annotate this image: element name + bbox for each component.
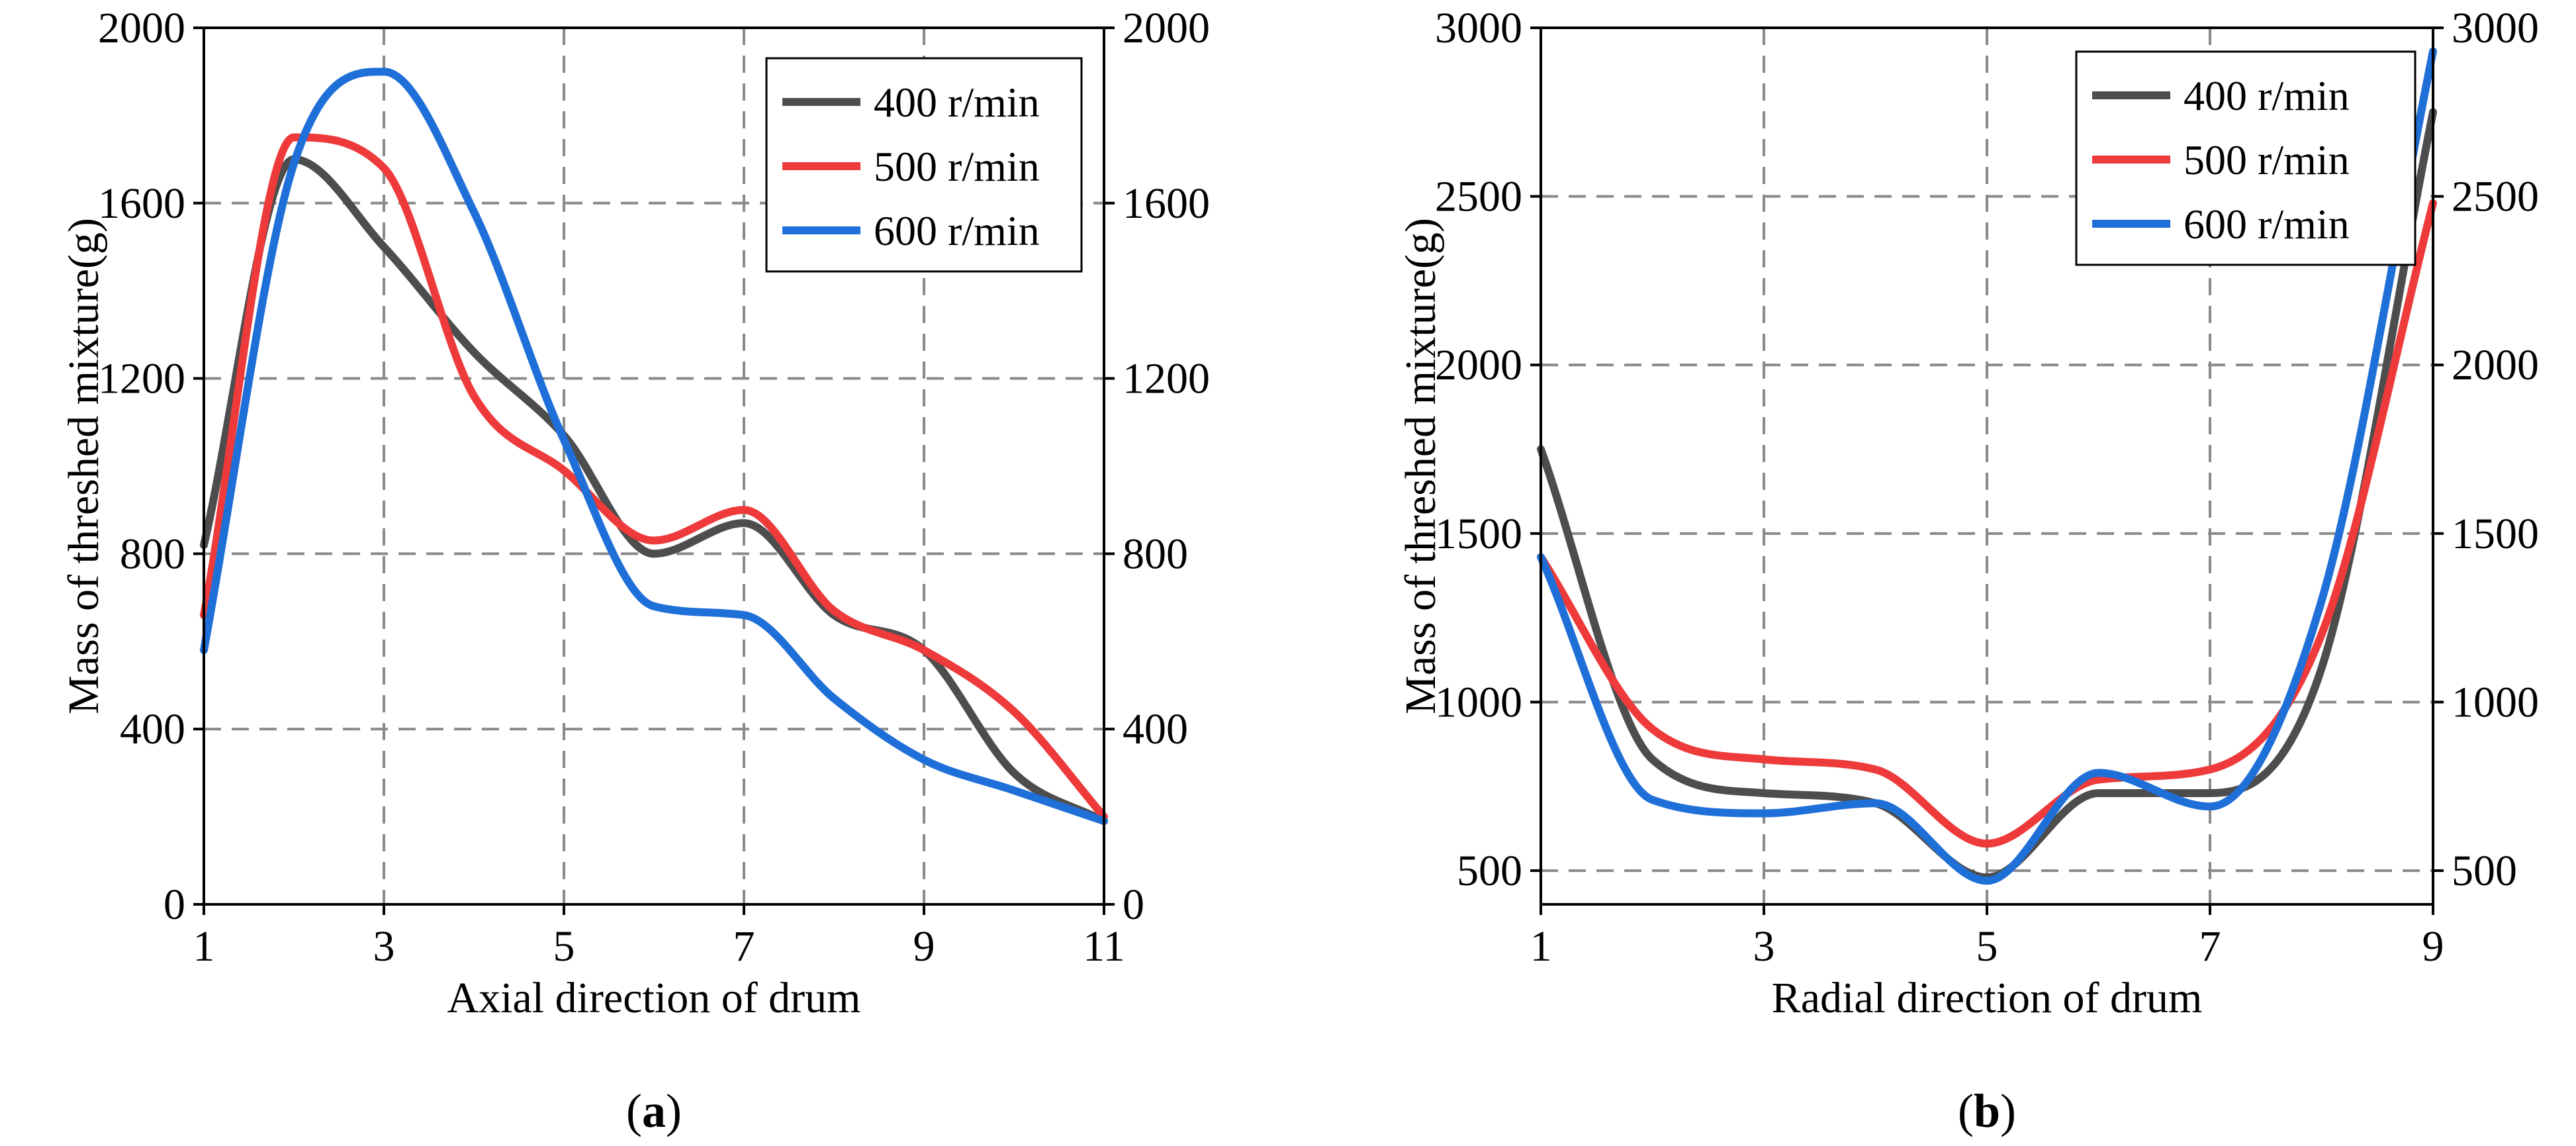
y-right-tick-label: 2000 — [1123, 4, 1210, 52]
legend-label: 600 r/min — [2184, 201, 2350, 248]
y-tick-label: 1500 — [1435, 510, 1522, 558]
legend-label: 400 r/min — [874, 79, 1040, 126]
y-axis-label: Mass of threshed mixture(g) — [60, 218, 108, 714]
x-tick-label: 11 — [1083, 922, 1125, 971]
series-line-500 — [200, 133, 1108, 821]
x-tick-label: 1 — [193, 922, 215, 971]
series-line-600 — [1537, 47, 2437, 885]
y-right-tick-label: 500 — [2452, 847, 2517, 895]
series-line-600 — [200, 68, 1108, 826]
y-tick-label: 1200 — [98, 355, 185, 403]
legend: 400 r/min 500 r/min 600 r/min — [765, 57, 1083, 273]
y-tick-label: 2000 — [1435, 341, 1522, 389]
x-axis-label: Radial direction of drum — [1772, 974, 2203, 1022]
y-right-tick-label: 3000 — [2452, 4, 2539, 52]
x-tick-label: 5 — [553, 922, 575, 971]
y-right-tick-label: 400 — [1123, 705, 1188, 753]
y-tick-label: 500 — [1457, 847, 1522, 895]
y-tick-label: 1600 — [98, 179, 185, 228]
y-right-tick-label: 1500 — [2452, 510, 2539, 558]
legend-label: 600 r/min — [874, 207, 1040, 254]
axes-frame — [203, 26, 1105, 906]
y-right-tick-label: 0 — [1123, 881, 1144, 929]
series-lines — [200, 68, 1108, 826]
y-tick-label: 1000 — [1435, 678, 1522, 726]
y-tick-label: 800 — [120, 530, 185, 578]
y-tick-label: 3000 — [1435, 4, 1522, 52]
panel-label-open: ( — [626, 1084, 642, 1137]
x-tick-label: 1 — [1530, 922, 1552, 971]
y-tick-label: 0 — [163, 881, 185, 929]
y-tick-label: 2000 — [98, 4, 185, 52]
panel-label-close: ) — [2000, 1084, 2016, 1137]
y-right-tick-label: 2500 — [2452, 173, 2539, 221]
x-tick-label: 5 — [1976, 922, 1998, 971]
legend-label: 500 r/min — [2184, 136, 2350, 183]
x-tick-label: 3 — [1753, 922, 1775, 971]
x-tick-label: 7 — [2199, 922, 2221, 971]
series-line-500 — [1537, 199, 2437, 848]
series-lines — [1537, 47, 2437, 885]
panel-label-letter: a — [642, 1084, 666, 1137]
x-tick-label: 3 — [373, 922, 395, 971]
y-tick-label: 2500 — [1435, 173, 1522, 221]
panel-label-letter: b — [1974, 1084, 2000, 1137]
gridlines — [1541, 28, 2433, 904]
x-axis-label: Axial direction of drum — [447, 974, 860, 1022]
panel-label: (a) — [626, 1084, 682, 1137]
x-tick-label: 7 — [733, 922, 755, 971]
legend: 400 r/min 500 r/min 600 r/min — [2075, 50, 2416, 266]
x-tick-label: 9 — [913, 922, 935, 971]
y-right-tick-label: 800 — [1123, 530, 1188, 578]
y-tick-label: 400 — [120, 705, 185, 753]
panel-b: 1 3 5 7 950010001500200025003000500100015002… — [1397, 4, 2539, 1137]
panel-a: 1 3 5 7 9 11040080012001600200004008001200160… — [60, 4, 1210, 1137]
panel-label-open: ( — [1958, 1084, 1974, 1137]
panel-label: (b) — [1958, 1084, 2016, 1137]
legend-label: 500 r/min — [874, 143, 1040, 190]
y-right-tick-label: 1200 — [1123, 355, 1210, 403]
panel-label-close: ) — [666, 1084, 682, 1137]
y-axis-label: Mass of threshed mixture(g) — [1397, 218, 1445, 714]
y-right-tick-label: 1000 — [2452, 678, 2539, 726]
x-tick-label: 9 — [2422, 922, 2444, 971]
legend-label: 400 r/min — [2184, 72, 2350, 119]
y-right-tick-label: 1600 — [1123, 179, 1210, 228]
y-right-tick-label: 2000 — [2452, 341, 2539, 389]
